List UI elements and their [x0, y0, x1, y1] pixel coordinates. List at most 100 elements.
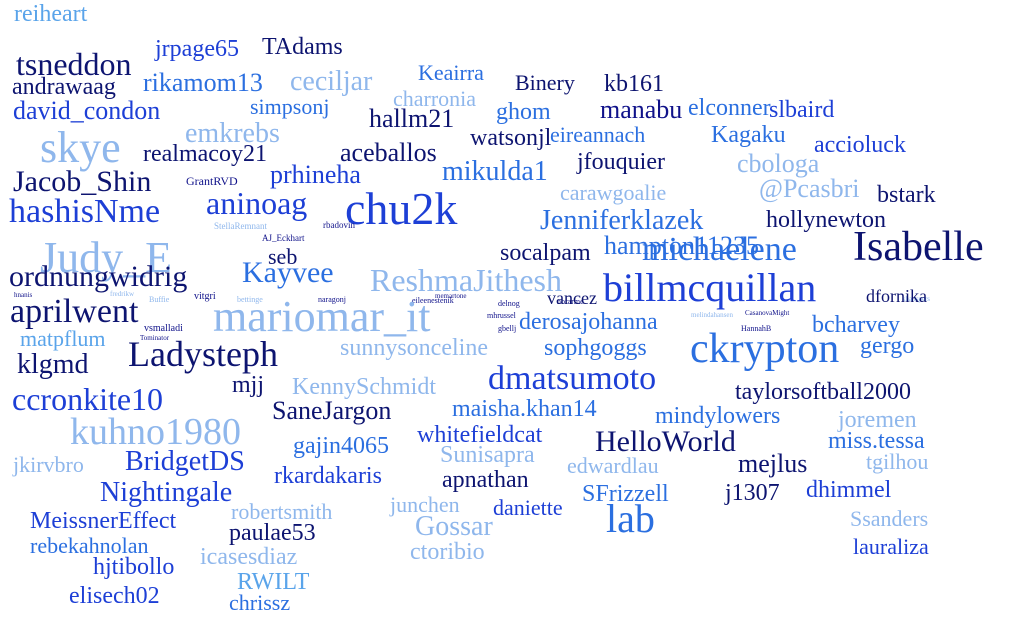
- cloud-word: eireannach: [550, 122, 646, 147]
- cloud-word: robertsmith: [231, 499, 333, 524]
- cloud-word: aprilwent: [10, 293, 139, 330]
- cloud-word: SaneJargon: [272, 396, 392, 425]
- cloud-word: Kayvee: [242, 256, 334, 289]
- cloud-word: dmatsumoto: [488, 360, 657, 397]
- cloud-word: hashisNme: [9, 193, 161, 230]
- cloud-word: ceciljar: [290, 66, 373, 97]
- cloud-word: billmcquillan: [603, 265, 817, 310]
- cloud-word: Ssanders: [850, 506, 929, 531]
- cloud-word: rkardakaris: [274, 463, 382, 489]
- cloud-word: ghom: [496, 99, 551, 125]
- cloud-word: hollynewton: [766, 207, 886, 233]
- cloud-word: bettinge: [237, 295, 263, 304]
- cloud-word: sophgoggs: [544, 335, 647, 361]
- cloud-word: mariomar_it: [213, 292, 431, 341]
- cloud-word: elconner: [688, 95, 771, 121]
- cloud-word: mhrussel: [487, 311, 516, 320]
- cloud-word: david_condon: [13, 96, 161, 125]
- cloud-word: aninoag: [206, 185, 308, 221]
- cloud-word: bcharvey: [812, 312, 900, 338]
- cloud-word: michaelene: [642, 231, 797, 268]
- cloud-word: joremen: [838, 407, 917, 433]
- cloud-word: daniette: [493, 495, 563, 520]
- cloud-word: bstark: [877, 182, 936, 208]
- cloud-word: BridgetDS: [125, 446, 245, 477]
- cloud-word: khanspers: [902, 295, 930, 303]
- cloud-word: jfouquier: [577, 149, 665, 175]
- cloud-word: SFrizzell: [582, 481, 669, 507]
- cloud-word: hnanis: [14, 291, 33, 299]
- cloud-word: apnathan: [442, 467, 529, 493]
- cloud-word: skye: [40, 123, 121, 172]
- cloud-word: seb: [268, 244, 298, 269]
- cloud-word: jrpage65: [155, 36, 239, 62]
- cloud-word: eileenestenik: [412, 296, 454, 305]
- cloud-word: chu2k: [345, 183, 458, 234]
- cloud-word: hallm21: [369, 104, 455, 133]
- cloud-word: @Pcasbri: [759, 174, 860, 203]
- cloud-word: vancez: [547, 288, 597, 308]
- cloud-word: cbologa: [737, 149, 820, 178]
- cloud-word: gajin4065: [293, 433, 389, 459]
- cloud-word: rebekahnolan: [30, 533, 149, 558]
- cloud-word: StellaRemnant: [214, 221, 267, 231]
- cloud-word: kb161: [604, 71, 664, 97]
- cloud-word: Isabelle: [853, 224, 984, 270]
- cloud-word: emkrebs: [185, 118, 280, 149]
- cloud-word: ctoribio: [410, 539, 485, 565]
- cloud-word: realmacoy21: [143, 141, 267, 167]
- cloud-word: mikulda1: [442, 156, 548, 187]
- cloud-word: delnog: [498, 299, 520, 308]
- cloud-word: Judy_E: [40, 233, 172, 282]
- cloud-word: klgmd: [17, 349, 89, 380]
- cloud-word: ccronkite10: [12, 381, 164, 417]
- cloud-word: HelloWorld: [595, 425, 736, 458]
- cloud-word: manabu: [600, 95, 683, 124]
- cloud-word: charronia: [393, 86, 477, 111]
- cloud-word: ordnungwidrig: [9, 260, 188, 293]
- cloud-word: Keairra: [418, 60, 484, 85]
- cloud-word: CasanovaMight: [745, 309, 790, 317]
- cloud-word: j1307: [725, 480, 780, 506]
- cloud-word: mejlus: [738, 449, 808, 478]
- cloud-word: Binery: [515, 70, 575, 95]
- cloud-word: junchen: [390, 492, 460, 517]
- cloud-word: matpflum: [20, 326, 106, 351]
- cloud-word: norarme: [557, 297, 584, 306]
- cloud-word: whitefieldcat: [417, 422, 543, 448]
- cloud-word: gergo: [860, 333, 915, 359]
- cloud-word: Nightingale: [100, 477, 233, 508]
- cloud-word: Buffie: [149, 295, 170, 304]
- cloud-word: dhimmel: [806, 477, 892, 503]
- cloud-word: Jenniferklazek: [540, 205, 704, 236]
- cloud-word: HannahB: [741, 324, 772, 333]
- cloud-word: edwardlau: [567, 453, 659, 478]
- cloud-word: Tominator: [140, 334, 170, 342]
- cloud-word: dfornika: [866, 286, 927, 306]
- cloud-word: rbadovin: [323, 220, 355, 230]
- cloud-word: naragonj: [318, 295, 346, 304]
- cloud-word: TAdams: [262, 34, 343, 60]
- cloud-word: Gossar: [415, 511, 493, 542]
- cloud-word: RWILT: [237, 569, 310, 595]
- cloud-word: vsmalladi: [144, 323, 183, 334]
- cloud-word: GrantRVD: [186, 174, 238, 188]
- cloud-word: kuhno1980: [70, 411, 241, 453]
- cloud-word: elisech02: [69, 583, 160, 609]
- cloud-word: carawgoalie: [560, 180, 667, 205]
- cloud-word: reiheart: [14, 1, 88, 27]
- cloud-word: prhineha: [270, 160, 361, 189]
- cloud-word: fredrikw: [110, 290, 135, 298]
- cloud-word: lab: [606, 496, 655, 541]
- cloud-word: paulae53: [229, 520, 316, 546]
- cloud-word: Sunisapra: [440, 442, 535, 468]
- cloud-word: Jacob_Shin: [13, 165, 152, 198]
- cloud-word: rikamom13: [143, 68, 263, 97]
- cloud-word: mjj: [232, 372, 265, 398]
- cloud-word: gbellj: [498, 324, 517, 333]
- cloud-word: andrawaag: [12, 74, 116, 100]
- cloud-word: jkirvbro: [13, 452, 84, 477]
- cloud-word: icasesdiaz: [200, 544, 298, 570]
- cloud-word: socalpam: [500, 240, 591, 266]
